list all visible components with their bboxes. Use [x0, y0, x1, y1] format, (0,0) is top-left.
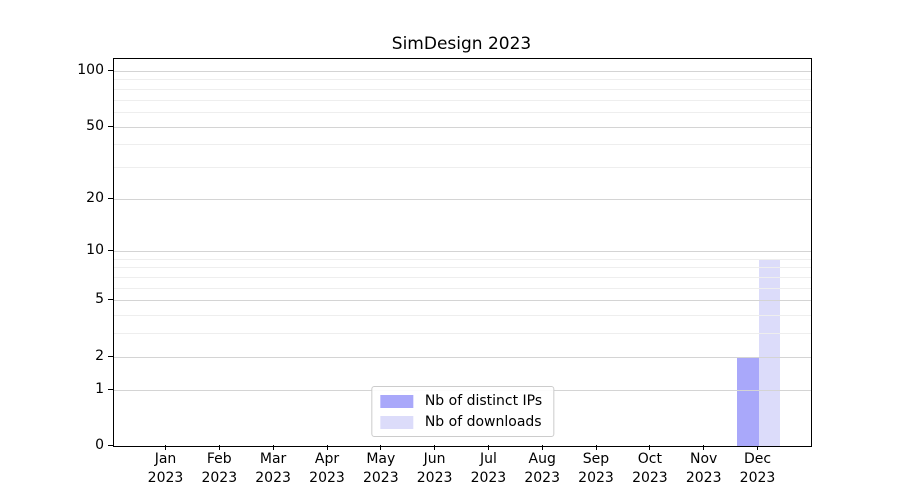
y-gridline-minor: [114, 88, 811, 90]
y-tick-label: 5: [95, 291, 104, 308]
y-gridline-major: [114, 71, 811, 72]
x-tick: [218, 445, 220, 450]
y-gridline-major: [114, 251, 811, 253]
legend-item: Nb of downloads: [379, 413, 542, 431]
x-tick-label: Feb 2023: [201, 451, 238, 486]
x-tick: [326, 445, 328, 450]
x-tick: [757, 445, 758, 450]
y-gridline-major: [114, 300, 811, 302]
y-gridline-minor: [114, 79, 811, 81]
y-gridline-minor: [114, 111, 811, 113]
x-tick-label: Sep 2023: [578, 451, 614, 486]
y-gridline-minor: [114, 258, 811, 260]
x-tick-label: May 2023: [362, 451, 399, 486]
y-gridline-major: [114, 126, 811, 128]
y-tick: [108, 388, 113, 390]
legend-item: Nb of distinct IPs: [379, 392, 543, 410]
x-tick: [434, 445, 436, 450]
x-tick: [703, 445, 705, 450]
x-tick: [595, 445, 597, 450]
y-tick: [108, 355, 113, 357]
y-gridline-minor: [114, 287, 811, 289]
y-gridline-minor: [114, 333, 811, 335]
legend: Nb of distinct IPs Nb of downloads: [370, 386, 555, 437]
y-gridline-major: [114, 356, 811, 358]
x-tick-label: Jul 2023: [470, 451, 507, 486]
y-tick: [108, 197, 113, 199]
y-gridline-minor: [114, 277, 811, 278]
x-tick-label: Jan 2023: [147, 451, 184, 486]
x-tick-label: Mar 2023: [255, 451, 291, 486]
x-tick-label: Oct 2023: [632, 451, 668, 486]
x-tick-label: Aug 2023: [524, 451, 560, 486]
legend-swatch: [379, 394, 413, 408]
x-tick: [380, 445, 382, 450]
x-tick-label: Dec 2023: [739, 451, 776, 486]
y-tick-label: 10: [86, 242, 104, 259]
y-tick-label: 100: [77, 62, 104, 78]
x-tick-label: Apr 2023: [309, 451, 345, 486]
y-tick: [108, 299, 113, 301]
gridlines-layer: [114, 59, 811, 446]
x-tick: [487, 445, 489, 450]
y-tick: [108, 125, 113, 127]
y-gridline-minor: [114, 99, 811, 101]
y-gridline-minor: [114, 315, 811, 317]
y-tick: [108, 250, 113, 252]
y-tick-label: 1: [95, 380, 104, 397]
chart-title: SimDesign 2023: [391, 34, 532, 54]
legend-swatch: [379, 415, 413, 429]
bar: [758, 258, 780, 446]
y-gridline-minor: [114, 267, 811, 269]
plot-area: Nb of distinct IPs Nb of downloads: [113, 58, 812, 447]
y-gridline-major: [114, 198, 811, 200]
legend-label: Nb of distinct IPs: [424, 393, 543, 409]
x-tick: [541, 445, 543, 450]
bars-layer: [114, 59, 811, 446]
x-tick-label: Jun 2023: [416, 451, 453, 486]
bar: [737, 356, 759, 446]
x-tick-label: Nov 2023: [685, 451, 722, 486]
y-tick-label: 0: [95, 437, 104, 453]
y-tick-label: 20: [86, 189, 104, 206]
legend-label: Nb of downloads: [424, 414, 542, 430]
y-tick-label: 50: [86, 117, 104, 134]
y-tick: [108, 70, 113, 71]
x-tick: [649, 445, 651, 450]
y-tick-label: 2: [95, 347, 104, 364]
y-gridline-minor: [114, 144, 811, 146]
x-tick: [272, 445, 274, 450]
x-tick: [165, 445, 166, 450]
y-gridline-minor: [114, 166, 811, 168]
y-tick: [108, 445, 113, 446]
